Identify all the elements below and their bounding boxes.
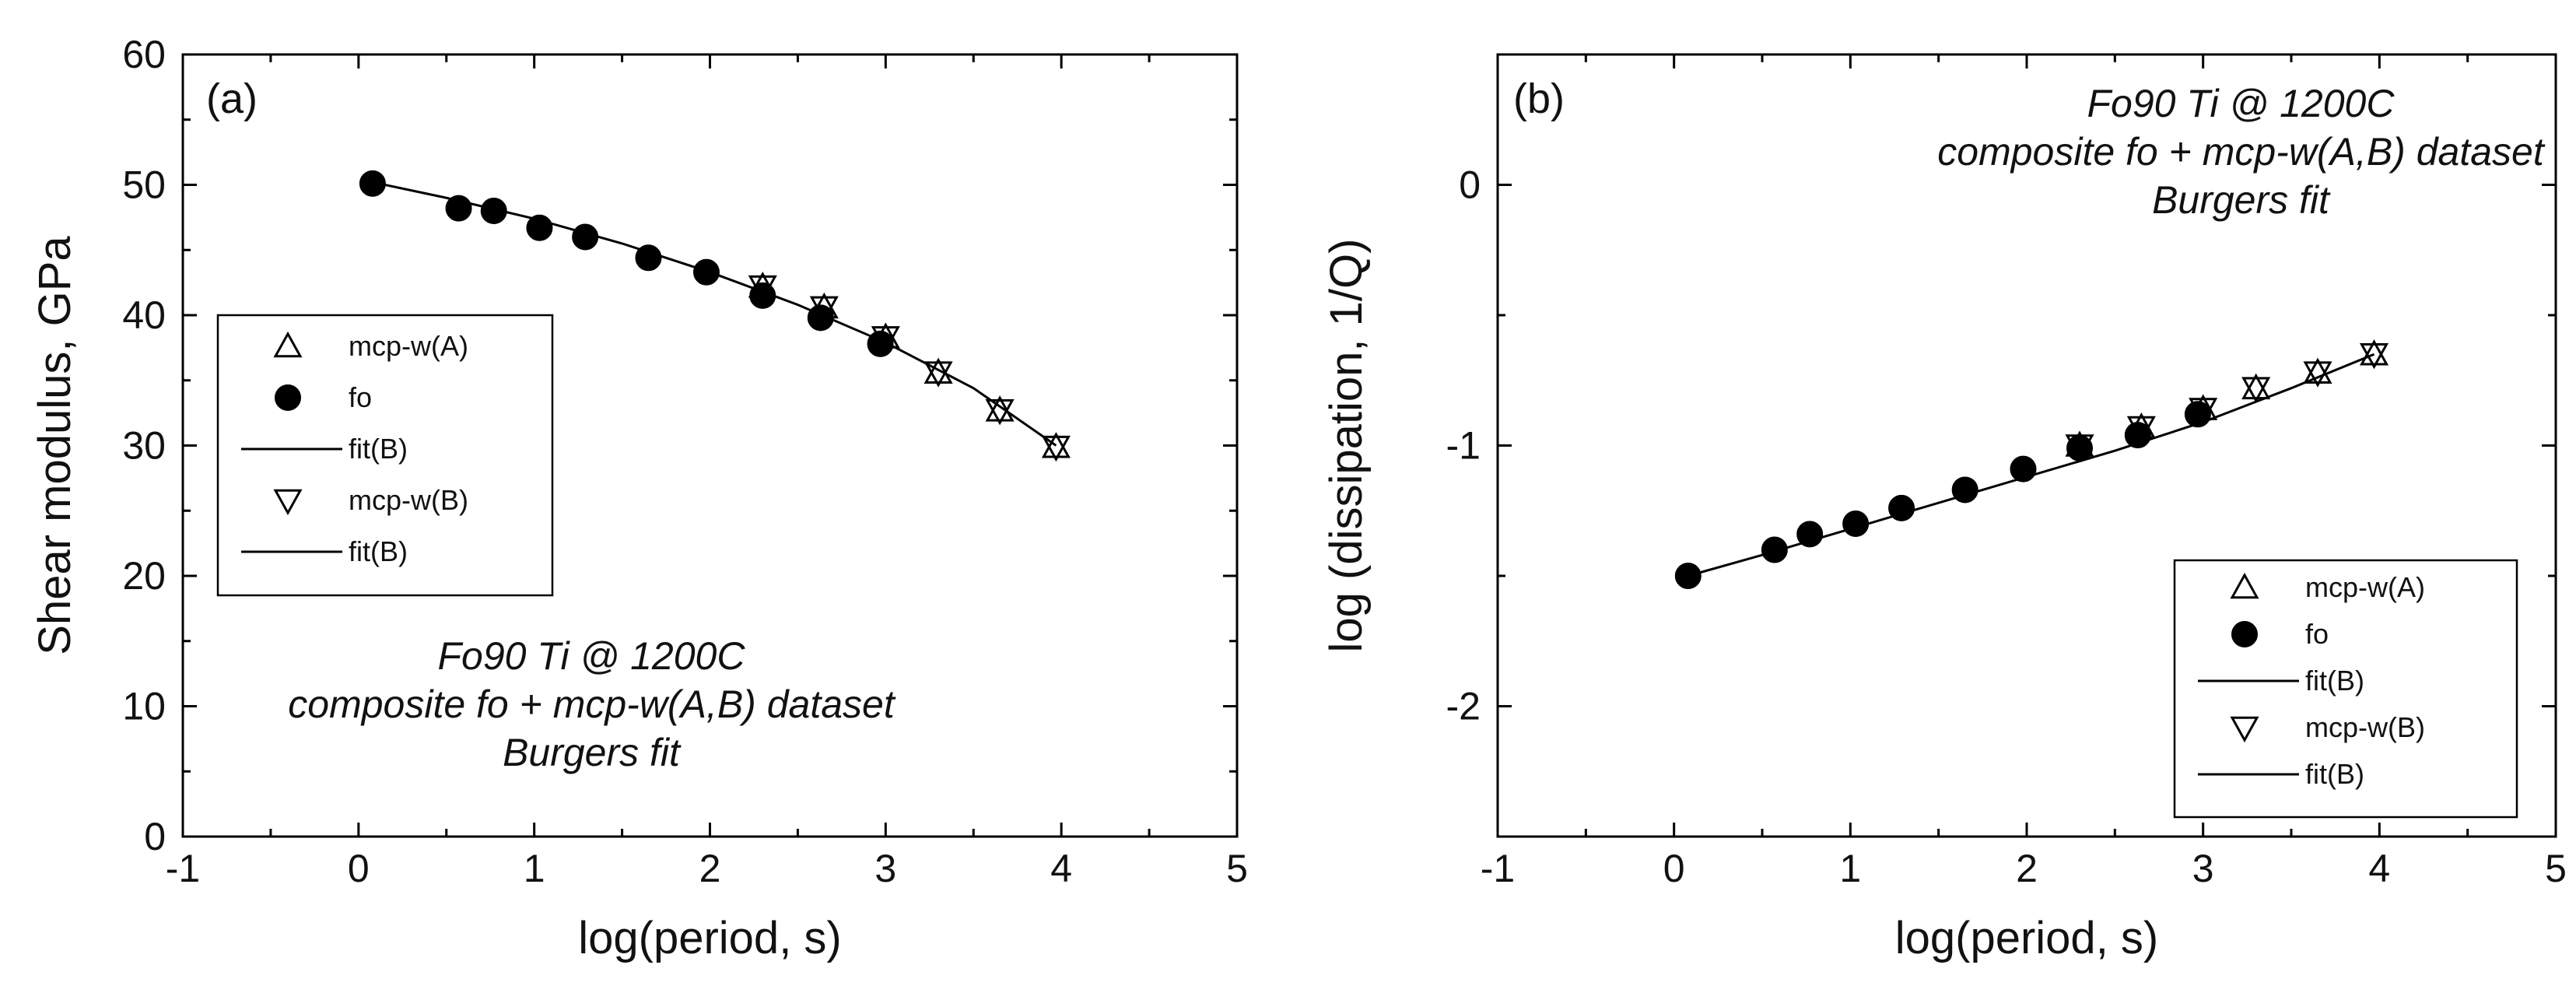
data-point-mcp-w-b-	[2303, 361, 2332, 388]
annotation-line: Burgers fit	[503, 731, 682, 774]
legend-marker-swatch	[2230, 572, 2259, 599]
legend-marker-swatch	[273, 331, 303, 358]
legend-label: fit(B)	[349, 535, 408, 567]
data-point-fo	[635, 244, 662, 272]
x-tick-label: 3	[874, 847, 896, 890]
y-tick-label: 30	[122, 424, 166, 468]
data-point-fo	[1888, 494, 1915, 521]
y-tick-label: 60	[122, 33, 166, 76]
legend-marker-swatch	[275, 384, 301, 411]
x-tick-label: 1	[1839, 847, 1861, 890]
data-point-mcp-w-a-	[2359, 339, 2389, 366]
x-tick-label: -1	[166, 847, 200, 890]
data-point-mcp-w-b-	[809, 296, 839, 323]
data-point-fo	[1674, 563, 1702, 589]
data-point-fo	[1761, 536, 1788, 563]
data-point-mcp-w-a-	[985, 395, 1015, 422]
y-axis-title: log (dissipation, 1/Q)	[1321, 239, 1372, 653]
data-point-fo	[692, 258, 720, 286]
data-point-mcp-w-b-	[871, 326, 900, 353]
annotation-line: composite fo + mcp-w(A,B) dataset	[1937, 130, 2546, 174]
data-point-fo	[1796, 521, 1824, 548]
y-tick-label: 10	[122, 685, 166, 728]
legend-label: mcp-w(A)	[349, 330, 468, 362]
x-axis-title: log(period, s)	[1895, 913, 2158, 963]
data-point-fo	[526, 214, 553, 241]
x-tick-label: 5	[2545, 847, 2567, 890]
data-point-fo	[572, 223, 599, 251]
data-point-mcp-w-b-	[2359, 342, 2389, 370]
annotation-line: Fo90 Ti @ 1200C	[438, 634, 746, 678]
data-point-fo	[480, 198, 507, 224]
legend-marker-swatch	[273, 489, 303, 516]
annotation-line: Burgers fit	[2152, 178, 2331, 222]
y-tick-label: -2	[1446, 685, 1481, 728]
data-point-fo	[749, 282, 776, 309]
y-tick-label: 0	[1459, 163, 1481, 207]
data-point-fo	[807, 304, 834, 332]
data-point-mcp-w-a-	[2303, 357, 2332, 384]
data-point-mcp-w-b-	[2126, 416, 2156, 443]
panel-label: (b)	[1513, 75, 1565, 122]
legend-marker-swatch	[2230, 716, 2259, 743]
data-point-mcp-w-b-	[985, 398, 1015, 426]
x-tick-label: 2	[2016, 847, 2038, 890]
y-axis-title: Shear modulus, GPa	[30, 236, 80, 655]
y-tick-label: 50	[122, 163, 166, 207]
x-tick-label: -1	[1481, 847, 1515, 890]
data-point-fo	[2010, 455, 2037, 482]
legend-label: mcp-w(A)	[2305, 571, 2425, 603]
data-point-mcp-w-a-	[924, 357, 953, 384]
x-tick-label: 2	[699, 847, 721, 890]
data-point-fo	[1951, 476, 1978, 504]
data-point-fo	[445, 195, 472, 222]
x-tick-label: 4	[2368, 847, 2390, 890]
data-point-mcp-w-b-	[1041, 435, 1071, 462]
data-point-mcp-w-b-	[924, 361, 953, 388]
y-tick-label: 20	[122, 554, 166, 598]
legend-label: fo	[2305, 618, 2329, 650]
legend-label: fit(B)	[2305, 758, 2364, 790]
legend-label: fo	[349, 381, 372, 413]
data-point-fo	[359, 170, 386, 197]
x-tick-label: 0	[348, 847, 370, 890]
legend-label: mcp-w(B)	[349, 484, 468, 516]
y-tick-label: 0	[144, 815, 166, 858]
data-point-fo	[1842, 511, 1870, 537]
panel-label: (a)	[206, 75, 258, 122]
panel-b: -1 0 1 2 3 4 5 -2 -1 0 log(period, s) log (dissipat…	[1321, 53, 2567, 963]
data-point-mcp-w-b-	[2241, 377, 2271, 403]
data-point-mcp-w-b-	[2065, 434, 2094, 461]
data-point-mcp-w-a-	[2241, 373, 2271, 400]
x-tick-label: 3	[2192, 847, 2214, 890]
y-tick-label: -1	[1446, 424, 1481, 468]
data-point-mcp-w-b-	[2189, 398, 2218, 424]
y-tick-label: 40	[122, 293, 166, 337]
x-tick-label: 5	[1226, 847, 1248, 890]
data-point-mcp-w-b-	[748, 275, 777, 302]
legend-box	[216, 314, 554, 597]
annotation-line: composite fo + mcp-w(A,B) dataset	[288, 682, 896, 726]
x-axis-title: log(period, s)	[578, 913, 841, 963]
x-tick-label: 1	[524, 847, 545, 890]
legend-label: mcp-w(B)	[2305, 711, 2425, 743]
x-tick-label: 4	[1050, 847, 1072, 890]
annotation-line: Fo90 Ti @ 1200C	[2087, 82, 2396, 125]
x-tick-label: 0	[1663, 847, 1685, 890]
legend-marker-swatch	[2231, 621, 2258, 647]
data-point-mcp-w-a-	[1041, 432, 1071, 458]
legend-label: fit(B)	[2305, 665, 2364, 696]
legend-label: fit(B)	[349, 433, 408, 465]
